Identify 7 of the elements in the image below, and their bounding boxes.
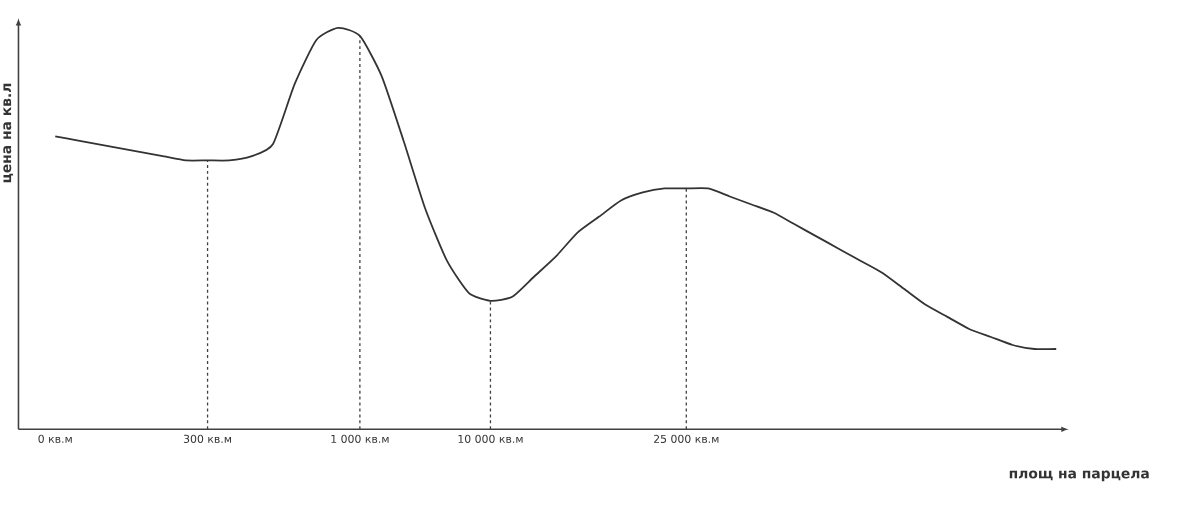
x-tick-label: 25 000 кв.м bbox=[653, 434, 719, 444]
x-tick-label: 300 кв.м bbox=[183, 434, 232, 444]
x-tick-label: 1 000 кв.м bbox=[331, 434, 389, 444]
x-tick-label: 10 000 кв.м bbox=[458, 434, 523, 444]
x-tick-label: 0 кв.м bbox=[38, 434, 72, 444]
y-axis-title: цена на кв.л bbox=[3, 83, 13, 183]
x-axis-title: площ на парцела bbox=[1009, 470, 1149, 482]
